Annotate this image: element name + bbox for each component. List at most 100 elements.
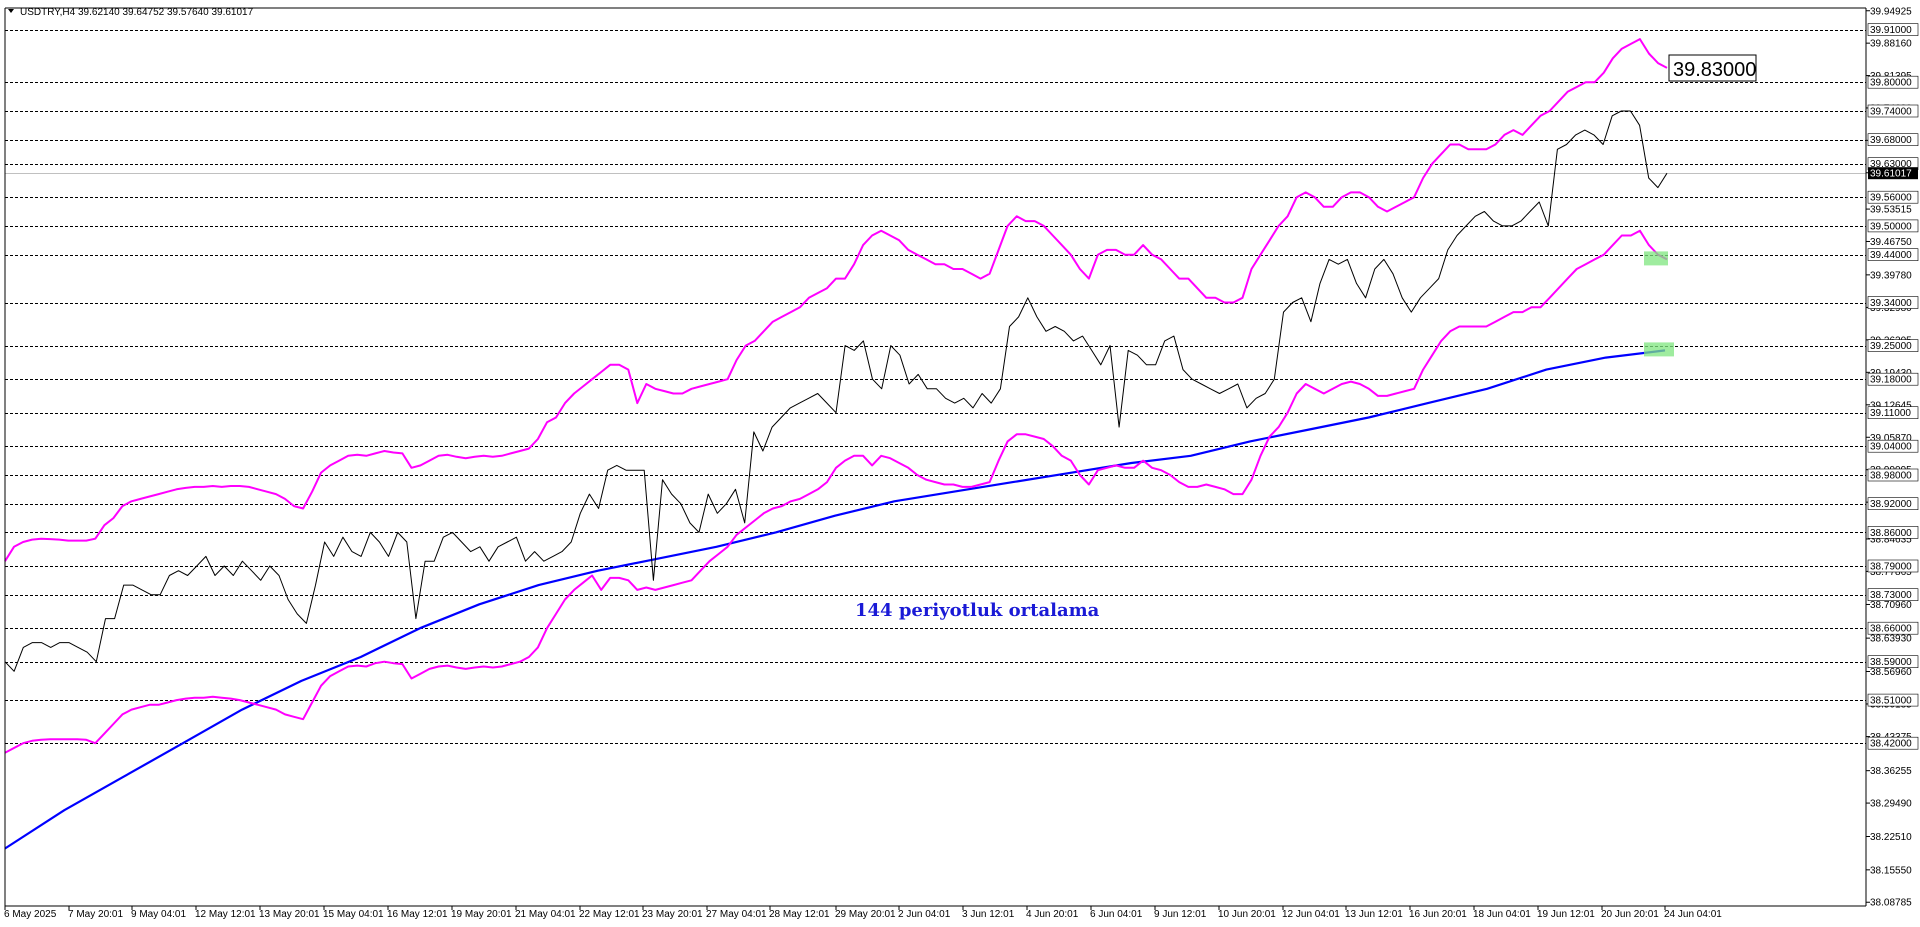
x-tick-label-21: 13 Jun 12:01	[1345, 909, 1403, 920]
x-tick-label-0: 6 May 2025	[4, 909, 57, 920]
level-label-9: 39.25000	[1870, 341, 1912, 352]
lower-envelope-series	[4, 229, 1668, 754]
lower-envelope-highlight	[1644, 251, 1668, 266]
x-tick-label-9: 22 May 12:01	[579, 909, 640, 920]
price-series	[4, 110, 1668, 672]
y-tick-label-27: 38.08785	[1870, 898, 1912, 909]
level-label-21: 38.42000	[1870, 739, 1912, 750]
ma-highlight	[1644, 342, 1674, 357]
level-label-17: 38.73000	[1870, 590, 1912, 601]
level-label-box-20	[1867, 693, 1919, 707]
x-tick-label-15: 3 Jun 12:01	[962, 909, 1015, 920]
y-tick-label-23: 38.36255	[1870, 766, 1912, 777]
y-tick-label-6: 39.53515	[1870, 205, 1912, 216]
level-label-box-3	[1867, 133, 1919, 146]
level-label-16: 38.79000	[1870, 562, 1912, 573]
y-tick-label-25: 38.22510	[1870, 832, 1912, 843]
highlights	[1644, 251, 1674, 357]
x-tick-label-26: 24 Jun 04:01	[1664, 909, 1722, 920]
level-label-box-0	[1867, 23, 1919, 36]
current-price-box	[1868, 167, 1918, 180]
level-label-7: 39.44000	[1870, 250, 1912, 261]
y-tick-label-16: 38.84635	[1870, 535, 1912, 546]
plot-frame	[4, 7, 1867, 907]
level-label-3: 39.68000	[1870, 135, 1912, 146]
x-tick-label-11: 27 May 04:01	[706, 909, 767, 920]
price-box: 39.83000	[1668, 54, 1757, 82]
level-label-box-6	[1867, 219, 1919, 233]
price-box-label: 39.83000	[1673, 59, 1756, 81]
chart-header: USDTRY,H4 39.62140 39.64752 39.57640 39.…	[8, 7, 254, 18]
y-tick-label-8: 39.39780	[1870, 270, 1912, 281]
x-tick-label-10: 23 May 20:01	[642, 909, 703, 920]
x-tick-label-14: 2 Jun 04:01	[898, 909, 951, 920]
y-tick-label-26: 38.15550	[1870, 865, 1912, 876]
x-tick-label-17: 6 Jun 04:01	[1090, 909, 1143, 920]
symbol-label: USDTRY,H4	[20, 7, 76, 18]
y-tick-label-20: 38.56960	[1870, 667, 1912, 678]
level-label-box-11	[1867, 406, 1919, 420]
y-tick-label-7: 39.46750	[1870, 237, 1912, 248]
x-tick-label-24: 19 Jun 12:01	[1537, 909, 1595, 920]
level-label-0: 39.91000	[1870, 25, 1912, 36]
level-label-6: 39.50000	[1870, 221, 1912, 232]
x-tick-label-19: 10 Jun 20:01	[1218, 909, 1276, 920]
level-label-box-8	[1867, 296, 1919, 309]
level-label-18: 38.66000	[1870, 624, 1912, 635]
ma-144-series	[4, 349, 1666, 850]
x-axis: 6 May 2025 7 May 20:01 9 May 04:01 12 May 1…	[4, 906, 1722, 920]
level-label-box-18	[1867, 621, 1919, 635]
x-tick-label-16: 4 Jun 20:01	[1026, 909, 1079, 920]
level-label-box-12	[1867, 439, 1919, 453]
level-label-2: 39.74000	[1870, 107, 1912, 118]
x-tick-label-1: 7 May 20:01	[68, 909, 123, 920]
level-label-10: 39.18000	[1870, 375, 1912, 386]
level-label-box-17	[1867, 588, 1919, 602]
y-tick-label-12: 39.12645	[1870, 400, 1912, 411]
x-tick-label-8: 21 May 04:01	[515, 909, 576, 920]
y-tick-label-17: 38.77865	[1870, 567, 1912, 578]
level-label-4: 39.63000	[1870, 159, 1912, 170]
x-tick-label-22: 16 Jun 20:01	[1409, 909, 1467, 920]
y-tick-label-18: 38.70960	[1870, 600, 1912, 611]
level-label-box-1	[1867, 75, 1919, 89]
ma-annotation: 144 periyotluk ortalama	[855, 600, 1100, 621]
dropdown-triangle-icon[interactable]	[8, 9, 14, 13]
level-label-box-10	[1867, 372, 1919, 386]
x-tick-label-5: 15 May 04:01	[323, 909, 384, 920]
level-label-20: 38.51000	[1870, 696, 1912, 707]
y-tick-label-0: 39.94925	[1870, 6, 1912, 17]
y-tick-label-1: 39.88160	[1870, 39, 1912, 50]
x-tick-label-20: 12 Jun 04:01	[1282, 909, 1340, 920]
level-label-13: 38.98000	[1870, 471, 1912, 482]
y-tick-label-24: 38.29490	[1870, 799, 1912, 810]
ohlc-values: 39.62140 39.64752 39.57640 39.61017	[78, 7, 254, 18]
level-label-box-2	[1867, 104, 1919, 118]
horizontal-levels	[5, 30, 1866, 744]
level-label-box-16	[1867, 559, 1919, 573]
x-tick-label-3: 12 May 12:01	[195, 909, 256, 920]
x-tick-label-2: 9 May 04:01	[131, 909, 186, 920]
x-tick-label-4: 13 May 20:01	[259, 909, 320, 920]
current-price-label: 39.61017	[1870, 169, 1912, 180]
level-label-11: 39.11000	[1870, 408, 1911, 419]
level-label-box-7	[1867, 248, 1919, 261]
x-tick-label-12: 28 May 12:01	[769, 909, 830, 920]
level-label-8: 39.34000	[1870, 298, 1912, 309]
level-label-1: 39.80000	[1870, 78, 1912, 89]
x-tick-label-23: 18 Jun 04:01	[1473, 909, 1531, 920]
series-layer	[4, 38, 1668, 850]
level-label-box-9	[1867, 339, 1919, 352]
x-tick-label-7: 19 May 20:01	[451, 909, 512, 920]
level-label-box-19	[1867, 655, 1919, 669]
level-label-14: 38.92000	[1870, 499, 1912, 510]
y-axis: 39.9492539.8816039.8139539.7463039.67865…	[1866, 6, 1919, 909]
x-tick-label-13: 29 May 20:01	[835, 909, 896, 920]
x-tick-label-25: 20 Jun 20:01	[1601, 909, 1659, 920]
level-label-12: 39.04000	[1870, 442, 1912, 453]
level-label-box-13	[1867, 468, 1919, 482]
x-tick-label-18: 9 Jun 12:01	[1154, 909, 1207, 920]
level-label-box-14	[1867, 497, 1919, 511]
y-tick-label-19: 38.63930	[1870, 634, 1912, 645]
